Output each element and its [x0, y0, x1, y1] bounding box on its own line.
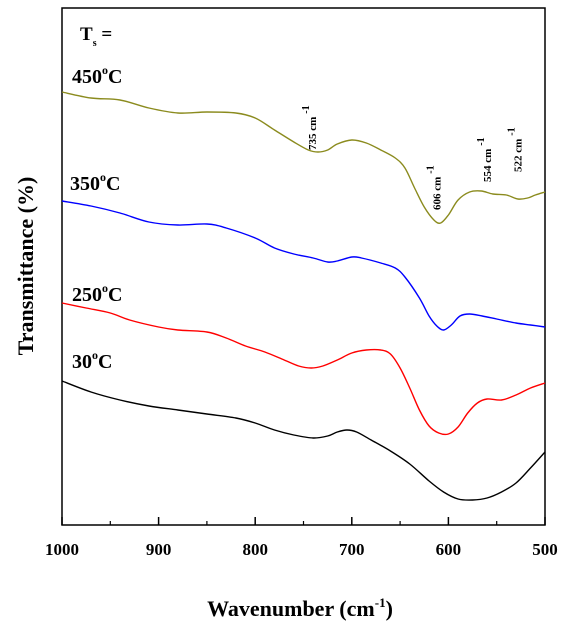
peak-annotation-735: 735 cm-1 — [301, 105, 319, 150]
legend-title: Ts = — [80, 24, 112, 49]
series-label-30: 30oC — [72, 348, 112, 373]
x-axis-ticks: 1000 900 800 700 600 500 — [45, 517, 558, 559]
peak-annotation-522: 522 cm-1 — [507, 127, 525, 172]
peak-annotation-606: 606 cm-1 — [426, 165, 444, 210]
x-axis-label-sup: -1 — [375, 595, 386, 610]
x-axis-label-main: Wavenumber (cm — [207, 596, 375, 621]
series-line-350 — [61, 200, 546, 331]
x-tick-label: 700 — [339, 540, 365, 559]
x-tick-label: 900 — [146, 540, 172, 559]
x-tick-label: 600 — [436, 540, 462, 559]
legend-title-main: T — [80, 24, 93, 45]
series-lines — [61, 91, 546, 501]
series-line-450 — [61, 91, 546, 224]
series-label-450: 450oC — [72, 63, 122, 88]
peak-annotations: 735 cm-1 606 cm-1 554 cm-1 522 cm-1 — [301, 105, 525, 210]
peak-annotation-554: 554 cm-1 — [476, 137, 494, 182]
legend-title-sub: s — [93, 38, 97, 49]
series-line-30 — [61, 380, 546, 501]
y-axis-label: Transmittance (%) — [13, 177, 38, 356]
series-label-350: 350oC — [70, 170, 120, 195]
x-axis-label-close: ) — [386, 596, 393, 621]
series-label-250: 250oC — [72, 281, 122, 306]
series-line-250 — [61, 302, 546, 436]
x-tick-label: 500 — [532, 540, 558, 559]
x-tick-label: 800 — [242, 540, 268, 559]
legend-title-suffix: = — [97, 24, 113, 45]
series-labels: 450oC 350oC 250oC 30oC — [70, 63, 122, 373]
x-axis-label: Wavenumber (cm-1) — [207, 595, 393, 621]
x-tick-label: 1000 — [45, 540, 79, 559]
plot-frame — [61, 7, 546, 526]
